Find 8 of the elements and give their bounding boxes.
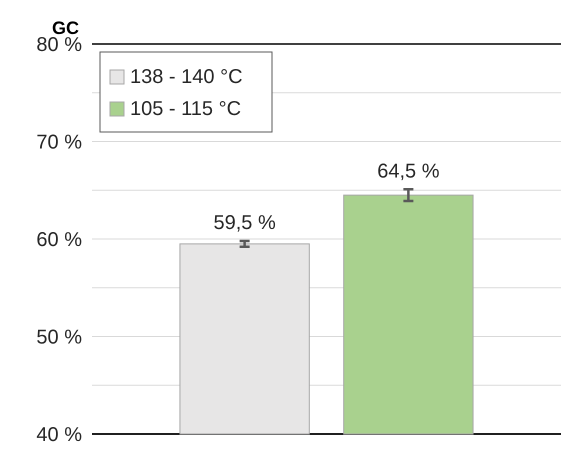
y-tick-label: 50 % [36,326,82,348]
y-tick-label: 60 % [36,229,82,251]
legend-label: 138 - 140 °C [130,66,243,88]
y-tick-label: 70 % [36,132,82,154]
legend-label: 105 - 115 °C [130,98,242,120]
data-label: 59,5 % [213,212,276,234]
y-tick-label: 40 % [36,424,82,446]
data-label: 64,5 % [377,160,440,182]
